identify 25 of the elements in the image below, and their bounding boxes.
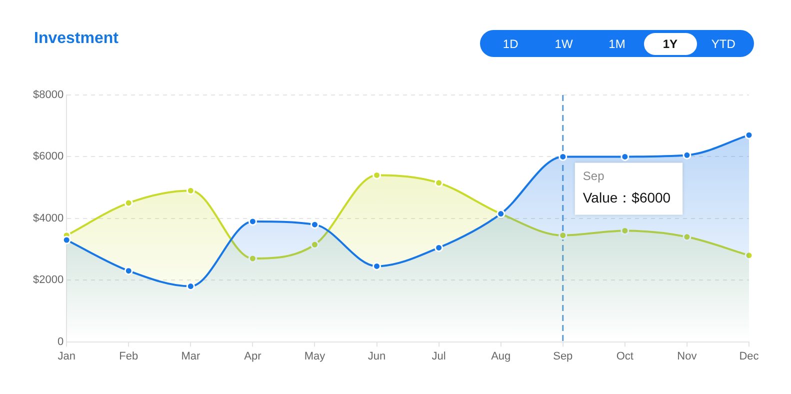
annotation: Value：$6000 <box>582 190 671 206</box>
annotation: Sep <box>582 169 605 184</box>
y-tick-label: $6000 <box>32 150 64 163</box>
x-tick-label: Mar <box>181 350 200 362</box>
x-tick-label: Jan <box>58 350 76 362</box>
text: 1D <box>502 36 520 52</box>
x-tick-label: Jul <box>432 350 446 362</box>
chart-title: Investment <box>34 30 118 48</box>
x-tick-label: Nov <box>677 350 698 362</box>
y-tick-label: $4000 <box>32 212 64 224</box>
text: 1W <box>554 36 574 52</box>
text: 1Y <box>644 32 697 54</box>
text: YTD <box>710 36 736 52</box>
x-tick-label: Feb <box>119 350 138 362</box>
y-tick-label: 0 <box>57 336 64 348</box>
y-tick-label: $8000 <box>32 89 64 102</box>
x-tick-label: Aug <box>491 350 511 362</box>
y-tick-label: $2000 <box>32 274 64 286</box>
x-tick-label: Jun <box>368 350 386 362</box>
x-tick-label: May <box>304 350 326 362</box>
x-tick-label: Dec <box>739 350 760 362</box>
text: 1M <box>608 36 626 52</box>
x-tick-label: Oct <box>616 350 634 362</box>
x-tick-label: Apr <box>244 350 262 362</box>
x-tick-label: Sep <box>553 350 573 362</box>
